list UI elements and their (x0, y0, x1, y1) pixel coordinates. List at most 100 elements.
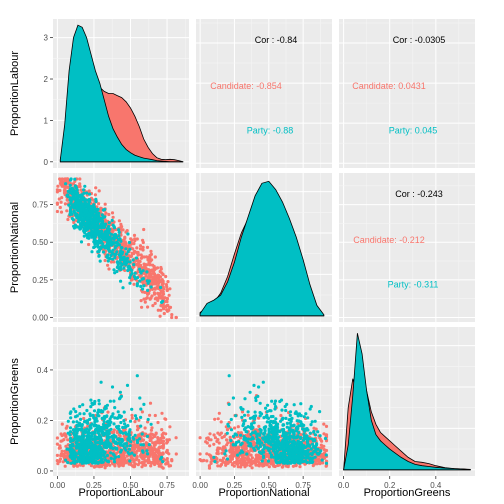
point-candidate (147, 455, 151, 459)
point-candidate (156, 308, 160, 312)
point-candidate (157, 296, 161, 300)
point-candidate (150, 461, 154, 465)
point-candidate (206, 436, 210, 440)
point-party (229, 428, 234, 432)
point-party (318, 434, 322, 438)
point-candidate (228, 435, 232, 439)
point-candidate (218, 433, 222, 437)
point-party (223, 452, 227, 456)
point-party (262, 450, 266, 454)
point-candidate (207, 466, 212, 470)
point-candidate (225, 438, 229, 442)
point-candidate (212, 433, 216, 437)
point-candidate (140, 266, 144, 270)
point-party (243, 419, 247, 423)
point-party (120, 440, 124, 444)
point-candidate (267, 465, 271, 469)
point-party (271, 429, 275, 433)
point-party (128, 247, 132, 251)
point-candidate (144, 255, 149, 259)
point-party (96, 449, 100, 453)
point-candidate (198, 436, 202, 440)
point-candidate (153, 292, 157, 296)
y-tick-label: 0.00 (32, 313, 48, 322)
point-party (146, 417, 150, 422)
point-party (267, 427, 271, 431)
y-tick-label: 0.4 (37, 366, 49, 375)
point-party (258, 444, 263, 449)
point-candidate (132, 282, 136, 286)
point-party (133, 271, 137, 275)
point-party (92, 210, 96, 214)
point-party (245, 452, 249, 456)
point-candidate (140, 465, 144, 469)
point-candidate (103, 258, 107, 263)
point-candidate (162, 436, 166, 440)
point-party (82, 457, 86, 461)
point-party (227, 374, 231, 378)
point-candidate (132, 444, 136, 448)
point-party (82, 412, 86, 416)
point-party (79, 439, 83, 443)
point-candidate (132, 252, 136, 256)
point-party (107, 243, 111, 247)
point-party (119, 394, 123, 398)
point-party (309, 404, 313, 409)
point-candidate (165, 300, 169, 304)
point-candidate (168, 464, 173, 468)
point-candidate (136, 424, 140, 428)
point-party (90, 235, 94, 239)
point-party (71, 420, 75, 424)
point-party (124, 247, 128, 251)
cor-party: Party: -0.88 (247, 126, 294, 136)
point-party (68, 213, 72, 217)
point-candidate (255, 455, 259, 459)
point-candidate (143, 463, 148, 467)
point-party (240, 407, 244, 411)
point-party (254, 398, 258, 403)
point-candidate (59, 210, 64, 214)
point-party (114, 252, 118, 256)
point-candidate (239, 465, 243, 469)
point-party (112, 226, 117, 230)
point-candidate (149, 464, 153, 468)
point-party (138, 396, 142, 400)
point-party (279, 398, 284, 402)
point-party (69, 177, 73, 181)
point-candidate (158, 314, 162, 318)
point-party (149, 285, 153, 289)
point-party (267, 436, 271, 440)
point-party (231, 396, 235, 400)
point-candidate (58, 444, 62, 448)
point-party (271, 434, 276, 438)
point-candidate (150, 426, 154, 430)
point-party (264, 406, 268, 410)
point-candidate (212, 442, 216, 446)
point-candidate (270, 462, 274, 466)
point-candidate (250, 456, 254, 460)
point-party (145, 279, 149, 283)
point-party (286, 441, 290, 445)
point-party (302, 423, 306, 427)
point-party (123, 422, 127, 426)
point-party (72, 431, 76, 435)
point-candidate (160, 280, 164, 284)
point-party (68, 450, 72, 454)
point-party (139, 424, 143, 428)
point-candidate (137, 259, 141, 264)
point-party (237, 440, 241, 444)
point-party (263, 431, 267, 435)
point-party (239, 433, 243, 437)
point-candidate (231, 450, 235, 454)
point-candidate (252, 440, 256, 444)
point-party (120, 437, 124, 442)
point-candidate (240, 410, 245, 414)
point-candidate (64, 454, 68, 458)
point-party (91, 402, 95, 406)
point-party (128, 436, 132, 441)
point-party (233, 432, 237, 436)
point-party (226, 424, 231, 428)
cor-candidate: Candidate: -0.212 (353, 235, 425, 245)
point-party (281, 416, 285, 420)
point-candidate (239, 458, 243, 462)
